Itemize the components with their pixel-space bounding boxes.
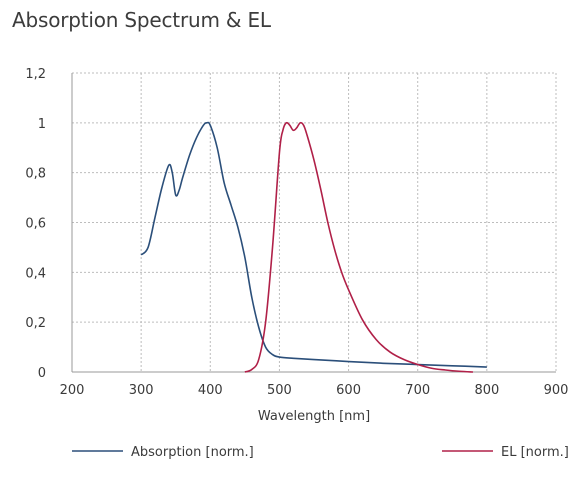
axes: 200 300 400 500 600 700 800 900 0 0,2 0,4 0,6 0,8 1 1,… <box>25 67 568 398</box>
x-tick-label: 200 <box>60 383 85 398</box>
y-tick-label: 1 <box>38 117 46 132</box>
x-tick-label: 600 <box>336 383 361 398</box>
legend: Absorption [norm.] EL [norm.] <box>72 445 569 460</box>
x-tick-label: 500 <box>267 383 292 398</box>
x-tick-label: 800 <box>474 383 499 398</box>
y-tick-label: 0,2 <box>25 316 46 331</box>
x-axis-title: Wavelength [nm] <box>258 409 370 424</box>
y-tick-label: 0,4 <box>25 266 46 281</box>
x-tick-label: 400 <box>198 383 223 398</box>
y-tick-label: 0 <box>38 366 46 381</box>
chart-title: Absorption Spectrum & EL <box>12 8 271 32</box>
legend-label-el: EL [norm.] <box>501 445 569 460</box>
y-tick-label: 1,2 <box>25 67 46 82</box>
grid <box>72 72 557 372</box>
series-line-absorption <box>140 121 487 368</box>
y-tick-label: 0,8 <box>25 167 46 182</box>
series-line-el <box>244 121 474 373</box>
x-tick-label: 300 <box>129 383 154 398</box>
y-tick-label: 0,6 <box>25 217 46 232</box>
legend-label-absorption: Absorption [norm.] <box>131 445 254 460</box>
series-layer <box>140 121 487 373</box>
x-tick-label: 700 <box>405 383 430 398</box>
x-tick-label: 900 <box>544 383 569 398</box>
